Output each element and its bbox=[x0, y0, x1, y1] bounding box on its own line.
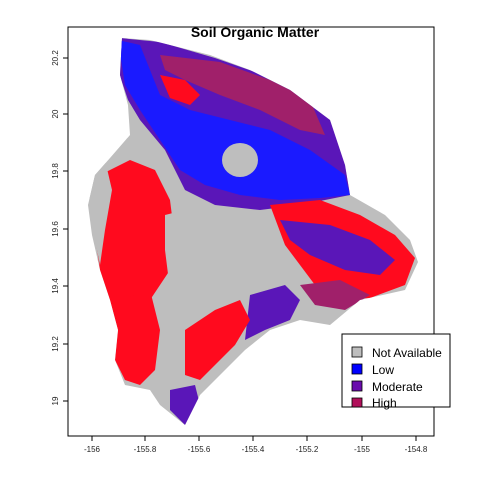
legend-swatch-moderate bbox=[351, 380, 363, 392]
legend: Not Available Low Moderate High bbox=[341, 333, 451, 410]
y-axis: 20.2 20 19.8 19.6 19.4 19.2 19 bbox=[51, 50, 68, 405]
island-map bbox=[88, 38, 418, 425]
region-high-south bbox=[118, 290, 160, 385]
region-dark-east bbox=[300, 280, 370, 310]
y-tick-label: 19.6 bbox=[51, 221, 60, 237]
region-summit-na bbox=[222, 143, 258, 177]
map-title: Soil Organic Matter bbox=[191, 24, 320, 40]
region-high-dark-north bbox=[160, 55, 325, 135]
plot-frame bbox=[67, 26, 435, 437]
y-tick-label: 19.8 bbox=[51, 163, 60, 179]
x-tick-label: -155.2 bbox=[296, 445, 319, 454]
region-high-west bbox=[95, 160, 175, 380]
region-low-southtip bbox=[170, 385, 200, 425]
y-tick-label: 19 bbox=[51, 396, 60, 405]
x-tick-label: -155.6 bbox=[188, 445, 211, 454]
region-high-southeast bbox=[185, 300, 250, 380]
legend-label-moderate: Moderate bbox=[372, 380, 423, 394]
y-tick-label: 19.4 bbox=[51, 278, 60, 294]
region-low-north bbox=[118, 40, 350, 200]
y-tick-label: 20 bbox=[51, 109, 60, 118]
legend-swatch-not-available bbox=[351, 346, 363, 358]
x-tick-label: -154.8 bbox=[405, 445, 428, 454]
y-tick-label: 20.2 bbox=[51, 50, 60, 66]
x-tick-label: -155.4 bbox=[242, 445, 265, 454]
region-na-westcoast bbox=[88, 160, 112, 265]
region-moderate-east bbox=[280, 220, 395, 275]
x-axis: -156 -155.8 -155.6 -155.4 -155.2 -155 -1… bbox=[84, 436, 428, 454]
region-high-northtip bbox=[160, 75, 200, 105]
legend-swatch-low bbox=[351, 363, 363, 375]
x-tick-label: -155.8 bbox=[134, 445, 157, 454]
x-tick-label: -156 bbox=[84, 445, 101, 454]
legend-label-high: High bbox=[372, 396, 397, 410]
legend-swatch-high bbox=[351, 397, 363, 408]
legend-label-low: Low bbox=[372, 363, 394, 377]
region-na-central bbox=[165, 205, 265, 330]
legend-label-not-available: Not Available bbox=[372, 346, 442, 360]
x-tick-label: -155 bbox=[354, 445, 371, 454]
region-moderate-southeast bbox=[245, 285, 300, 340]
y-tick-label: 19.2 bbox=[51, 336, 60, 352]
